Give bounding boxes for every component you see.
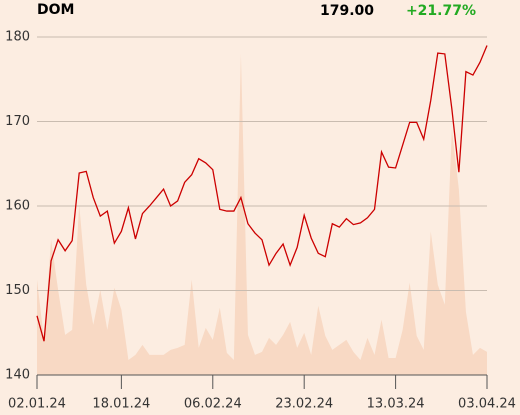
price: 179.00 (320, 3, 374, 19)
x-tick-label: 23.02.24 (275, 397, 333, 412)
ticker: DOM (37, 2, 74, 18)
y-tick-label: 160 (5, 199, 30, 214)
y-tick-label: 140 (5, 368, 30, 383)
y-tick-label: 180 (5, 30, 30, 45)
volume-area (37, 53, 487, 376)
change: +21.77% (406, 3, 476, 19)
x-tick-label: 13.03.24 (367, 397, 425, 412)
x-tick-label: 03.04.24 (458, 397, 516, 412)
x-tick-label: 18.01.24 (92, 397, 150, 412)
x-tick-label: 02.01.24 (8, 397, 66, 412)
y-tick-label: 170 (5, 114, 30, 129)
y-tick-label: 150 (5, 283, 30, 298)
x-tick-label: 06.02.24 (184, 397, 242, 412)
price-line (36, 45, 488, 342)
